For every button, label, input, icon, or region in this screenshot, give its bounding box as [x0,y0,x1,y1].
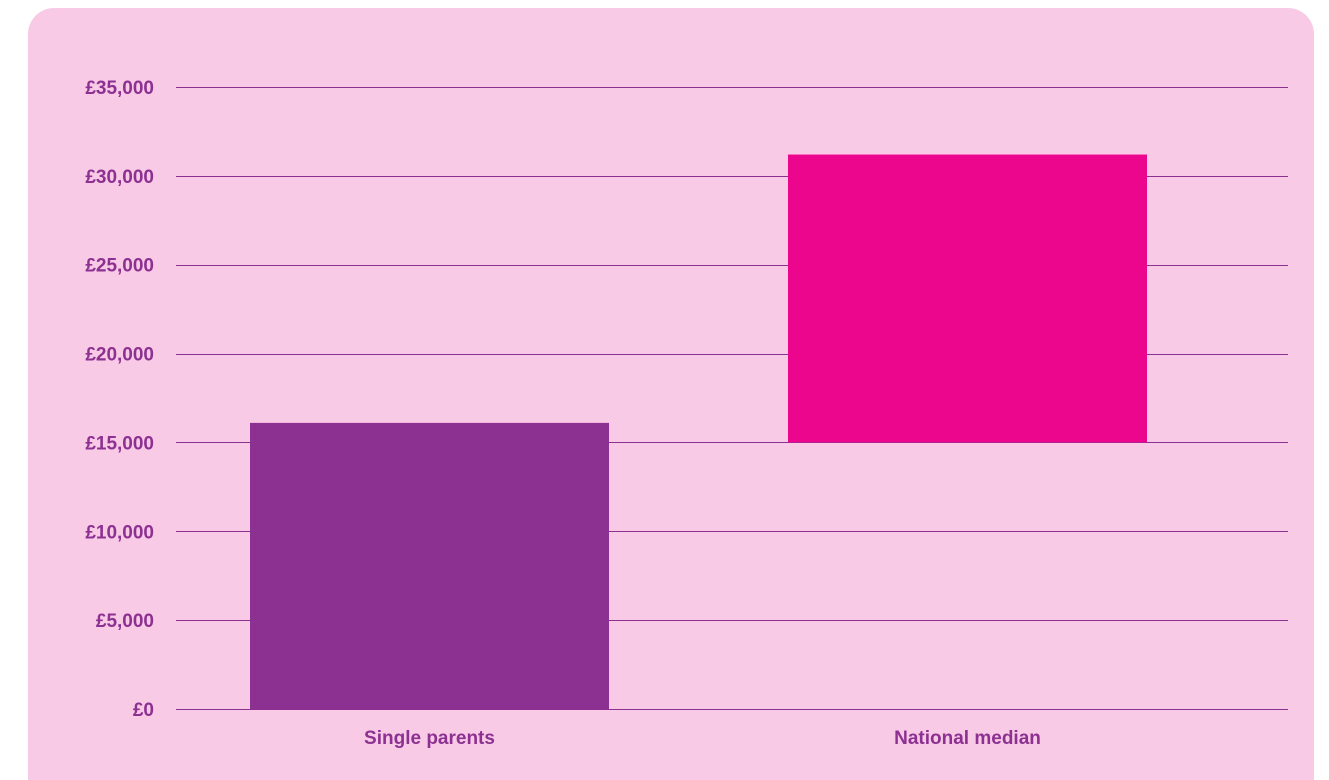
y-tick-label: £5,000 [96,611,154,632]
x-category-label: Single parents [364,728,495,749]
x-category-label: National median [894,728,1041,749]
y-tick-label: £30,000 [85,167,154,188]
y-tick-label: £0 [133,700,154,721]
y-tick-label: £15,000 [85,433,154,454]
y-tick-label: £35,000 [85,78,154,99]
y-tick-label: £20,000 [85,345,154,366]
y-tick-label: £25,000 [85,256,154,277]
x-axis-category-labels: Single parents National median [364,728,1041,749]
bars [250,154,1147,709]
y-tick-label: £10,000 [85,522,154,543]
bar-national-median [788,154,1147,443]
bar-single-parents [250,422,609,709]
y-axis-tick-labels: £0 £5,000 £10,000 £15,000 £20,000 £25,000 £30,… [85,78,154,721]
